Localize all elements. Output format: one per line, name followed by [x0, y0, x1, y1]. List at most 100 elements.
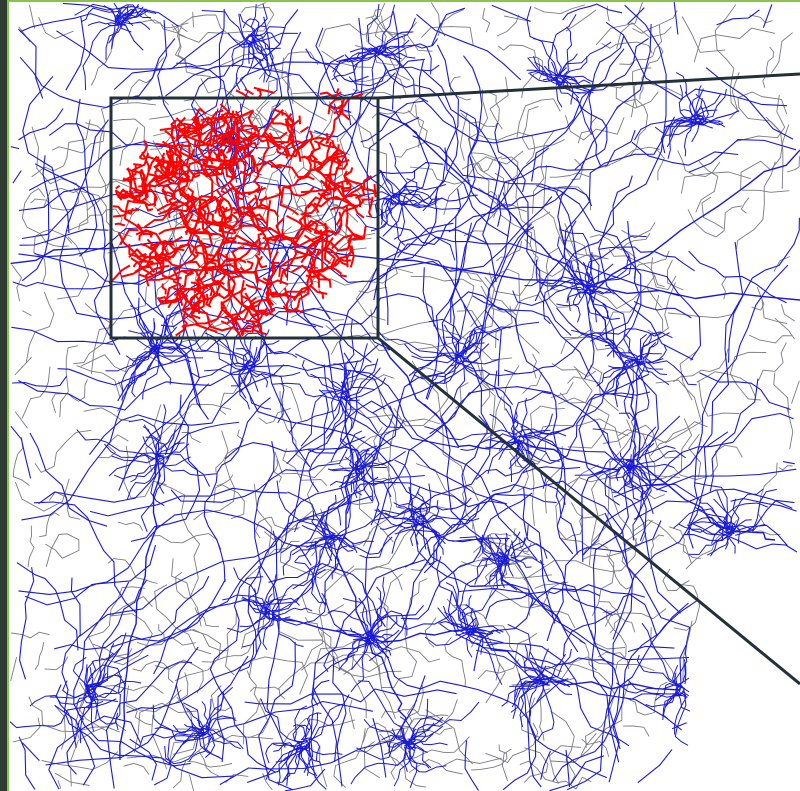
- highlighted-road: [242, 137, 249, 157]
- town-road: [584, 235, 647, 285]
- town-road: [375, 47, 392, 58]
- primary-road: [315, 27, 396, 97]
- highlighted-road: [199, 239, 222, 275]
- town-road: [625, 445, 676, 462]
- secondary-road: [280, 718, 356, 764]
- town-road: [79, 685, 94, 744]
- secondary-road: [496, 240, 523, 262]
- town-road: [683, 659, 687, 685]
- town-road: [620, 452, 625, 466]
- secondary-road: [200, 77, 266, 146]
- town-road: [354, 453, 376, 471]
- primary-road: [459, 109, 568, 210]
- town-road: [417, 490, 428, 519]
- highlighted-road: [349, 245, 355, 268]
- secondary-road: [348, 699, 355, 730]
- primary-road: [19, 187, 86, 211]
- highlighted-road: [254, 194, 280, 218]
- town-road: [314, 543, 328, 606]
- secondary-road: [70, 769, 72, 787]
- town-node: [155, 455, 165, 465]
- town-road: [688, 533, 726, 555]
- town-road: [323, 643, 371, 673]
- town-road: [529, 73, 557, 83]
- highlighted-road: [138, 230, 154, 241]
- town-road: [287, 491, 335, 539]
- secondary-road: [300, 654, 381, 681]
- primary-road: [19, 38, 176, 109]
- secondary-road: [258, 407, 291, 424]
- secondary-road: [482, 8, 491, 33]
- primary-road: [24, 509, 312, 606]
- highlighted-road: [350, 193, 362, 208]
- primary-road: [622, 267, 702, 361]
- town-road: [694, 482, 728, 526]
- town-road: [623, 362, 646, 420]
- secondary-road: [12, 437, 30, 486]
- highlighted-road: [214, 189, 225, 215]
- secondary-road: [367, 566, 403, 591]
- town-road: [347, 367, 381, 398]
- primary-road: [88, 364, 285, 456]
- town-road: [485, 433, 517, 442]
- secondary-road: [321, 50, 374, 68]
- town-road: [567, 286, 590, 312]
- town-road: [440, 364, 466, 432]
- town-road: [276, 480, 336, 535]
- secondary-road: [687, 205, 742, 238]
- highlighted-road: [171, 159, 201, 183]
- primary-road: [599, 246, 695, 272]
- secondary-road: [751, 287, 765, 311]
- primary-road: [520, 372, 626, 465]
- secondary-road: [380, 709, 449, 719]
- highlighted-road: [331, 233, 365, 250]
- secondary-road: [374, 14, 394, 45]
- primary-road: [18, 108, 64, 141]
- town-road: [86, 632, 127, 687]
- secondary-road: [240, 6, 274, 15]
- secondary-road: [226, 243, 258, 325]
- town-road: [672, 509, 733, 529]
- town-road: [323, 364, 346, 398]
- town-node: [150, 345, 160, 355]
- highlighted-road: [220, 157, 247, 191]
- primary-road: [34, 163, 121, 355]
- highlighted-road: [165, 283, 178, 300]
- town-road: [209, 731, 242, 750]
- secondary-road: [481, 367, 491, 407]
- primary-road: [491, 4, 531, 22]
- primary-road: [410, 524, 534, 672]
- secondary-road: [393, 367, 449, 427]
- town-road: [393, 196, 456, 261]
- secondary-road: [123, 762, 150, 775]
- town-node: [245, 35, 255, 45]
- secondary-road: [350, 597, 389, 673]
- secondary-road: [22, 310, 32, 316]
- secondary-road: [98, 102, 156, 160]
- town-road: [129, 305, 158, 354]
- highlighted-road: [221, 206, 229, 232]
- primary-road: [12, 236, 200, 290]
- town-road: [460, 555, 500, 621]
- secondary-road: [154, 584, 212, 655]
- secondary-road: [550, 382, 574, 398]
- town-road: [242, 18, 260, 37]
- secondary-road: [773, 372, 790, 413]
- secondary-road: [485, 722, 539, 763]
- town-road: [703, 512, 731, 535]
- primary-road: [360, 100, 424, 143]
- highlighted-road: [279, 248, 321, 297]
- secondary-road: [662, 568, 690, 591]
- town-road: [408, 725, 444, 742]
- primary-road: [109, 236, 188, 357]
- secondary-road: [469, 91, 500, 127]
- primary-road: [19, 228, 109, 246]
- primary-road: [744, 499, 795, 533]
- town-road: [642, 342, 657, 359]
- town-road: [292, 724, 306, 740]
- highlighted-road: [158, 225, 188, 235]
- town-road: [664, 121, 700, 127]
- highlighted-road: [121, 188, 154, 212]
